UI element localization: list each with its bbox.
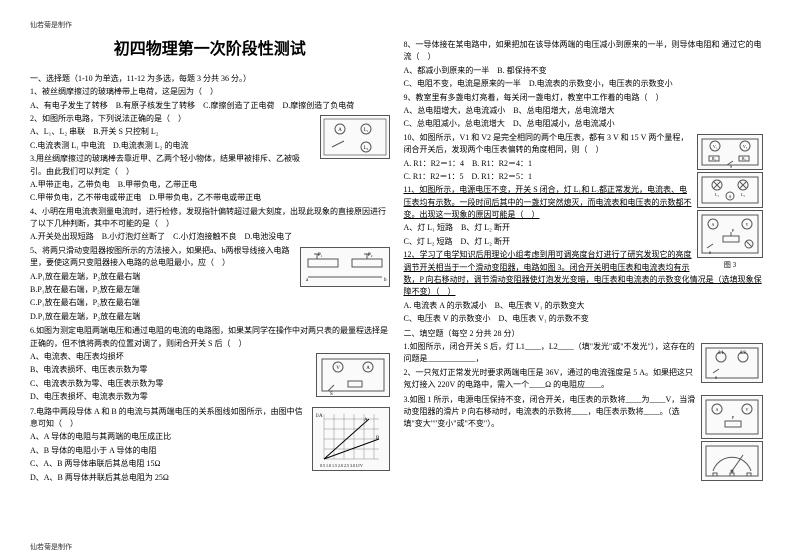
meter-figure [701,441,763,481]
q9b: C、总电阻减小，总电流增大 D、总电阻减小，总电流减小 [404,118,764,130]
svg-text:L₂: L₂ [363,146,368,151]
svg-text:a: a [306,278,309,283]
svg-text:A: A [716,407,719,412]
svg-text:P₂: P₂ [368,253,373,258]
q1-opts: A、有电子发生了转移 B.有原子核发生了转移 C.摩擦创造了正电荷 D.摩擦创造… [30,100,390,112]
circuit-figure-q2: A L₁ L₂ [320,115,390,159]
svg-text:b: b [384,278,387,283]
content-columns: 初四物理第一次阶段性测试 一、选择题（1-10 为单选，11-12 为多选，每题… [30,38,763,485]
q9: 9、教室里有多盏电灯亮着，每关闭一盏电灯，教室中工作着的电路（ ） [404,92,764,104]
figure3-caption: 图 3 [697,260,763,271]
svg-text:S: S [730,164,732,168]
footer-note: 仙若菊是制作 [30,542,72,552]
svg-text:S: S [709,250,711,255]
svg-text:S: S [715,375,717,380]
svg-text:L₁: L₁ [715,192,719,197]
svg-text:V: V [746,407,749,412]
svg-text:P: P [732,415,735,420]
left-column: 初四物理第一次阶段性测试 一、选择题（1-10 为单选，11-12 为多选，每题… [30,38,390,485]
q7d: D、A、B 两导体并联后其总电阻为 25Ω [30,472,390,484]
q3b: C.甲带负电，乙不带电或带正电 D.甲带负电，乙不带电或带正电 [30,192,390,204]
svg-text:A: A [712,222,715,227]
header-note: 仙若菊是制作 [30,20,763,30]
svg-text:S: S [330,392,333,395]
svg-text:B: B [376,436,380,441]
q1: 1、被丝绸摩擦过的玻璃棒带上电荷，这是因为（ ） [30,86,390,98]
exam-title: 初四物理第一次阶段性测试 [30,38,390,63]
svg-text:A: A [729,194,732,199]
circuit-figure-fill1: L1 L2 S [701,343,763,383]
svg-text:R₁: R₁ [712,156,717,161]
q8a: A、都减小到原来的一半 B. 都保持不变 [404,65,764,77]
rheostat-figure-q5: a b P₁ P₂ [300,247,390,287]
label-l1: L1 [718,351,724,356]
q5c: C.P₁放在最右端，P₂放在最右端 [30,297,390,309]
q6: 6.如图为测定电阻两端电压和通过电阻的电流的电路图，如果某同学在操作中对两只表的… [30,325,390,350]
right-column: 8、一导体接在某电路中，如果把加在该导体两端的电压减小到原来的一半，则导体电阻和… [404,38,764,485]
figure-stack-q10-12: V₁ V₂ R₁ R₂ S L₁ L₂ A A [697,132,763,271]
svg-text:V: V [746,222,749,227]
section1-heading: 一、选择题（1-10 为单选，11-12 为多选，每题 3 分共 36 分。） [30,73,390,85]
svg-text:L₁: L₁ [363,128,368,133]
circuit-figure-q12: A V P S [697,210,763,258]
axis-x-label: 0.5 1.0 1.5 2.0 2.5 3.0 U/V [320,463,363,468]
svg-text:V₁: V₁ [713,144,718,149]
svg-text:V₂: V₂ [743,144,748,149]
q12a: A. 电流表 A 的示数减小 B、电压表 V₁ 的示数变大 [404,300,764,312]
svg-text:L₂: L₂ [741,192,745,197]
circuit-figure-q10: V₁ V₂ R₁ R₂ S [697,134,763,170]
q8b: C、电阻不变，电流是原来的一半 D.电流表的示数变小，电压表的示数变小 [404,78,764,90]
iv-graph-figure-q7: I/A 0.5 1.0 1.5 2.0 2.5 3.0 U/V A B [312,407,390,471]
svg-text:A: A [338,128,342,133]
svg-text:A: A [366,366,370,371]
section2-heading: 二、填空题（每空 2 分共 28 分） [404,328,764,340]
q9a: A、总电阻增大，总电流减小 B、总电阻增大，总电流增大 [404,105,764,117]
svg-text:V: V [336,366,340,371]
circuit-figure-q6: V A S [316,353,390,397]
q12b: C、电压表 V 的示数变小 D、电压表 V₁ 的示数不变 [404,313,764,325]
q4a: A.开关处出现短路 B.小灯泡灯丝断了 C.小灯泡接触不良 D.电池没电了 [30,231,390,243]
q5d: D.P₁放在最左端，P₂放在最左端 [30,311,390,323]
q4: 4、小明在用电流表测量电流时，进行检修，发现指针偏转超过最大刻度，出现此现象的直… [30,206,390,231]
svg-text:P: P [732,228,735,233]
circuit-figure-q11: L₁ L₂ A [697,172,763,208]
axis-y-label: I/A [316,414,323,419]
q3a: A.甲带正电，乙带负电 B.甲带负电，乙带正电 [30,179,390,191]
circuit-figure-fill3: A V P [701,395,763,439]
svg-text:P₁: P₁ [318,253,323,258]
svg-text:R₂: R₂ [742,156,747,161]
label-l2: L2 [740,351,746,356]
figure-stack-fill3: A V P [701,393,763,483]
q8: 8、一导体接在某电路中，如果把加在该导体两端的电压减小到原来的一半，则导体电阻和… [404,39,764,64]
svg-text:A: A [364,418,368,423]
